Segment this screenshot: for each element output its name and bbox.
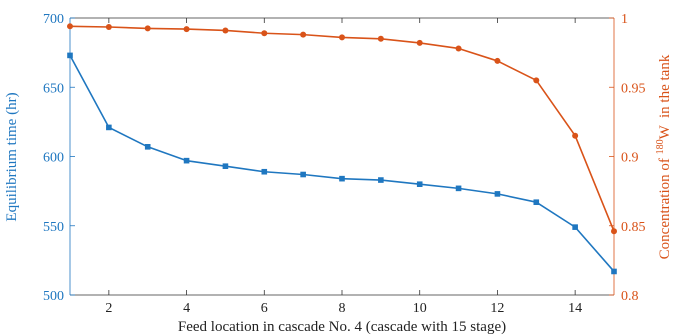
concentration-point (339, 34, 345, 41)
x-tick-label: 4 (183, 301, 190, 316)
equilibrium-time-point (494, 191, 501, 197)
x-tick-label: 6 (261, 301, 268, 316)
right-axis-title-suffix: in the tank (657, 54, 673, 125)
concentration-line (69, 25, 615, 232)
equilibrium-time-point (67, 52, 73, 59)
left-tick-label: 700 (43, 12, 64, 27)
right-axis-title: Concentration of 180W in the tank (655, 54, 673, 259)
equilibrium-time-point (339, 175, 345, 182)
equilibrium-time-point (106, 124, 112, 131)
right-axis-title-prefix: Concentration of (657, 154, 673, 259)
equilibrium-time-line (69, 55, 615, 272)
equilibrium-time-point (455, 185, 462, 192)
labels-layer: Feed location in cascade No. 4 (cascade … (4, 54, 673, 335)
left-tick-label: 650 (43, 81, 64, 96)
concentration-point (67, 23, 73, 30)
equilibrium-time-point (144, 144, 151, 150)
concentration-point (144, 25, 151, 32)
left-tick-label: 600 (43, 151, 64, 166)
right-axis-title-element: W (657, 124, 673, 139)
series-layer (67, 23, 617, 275)
left-tick-label: 500 (43, 289, 64, 304)
right-tick-label: 1 (621, 12, 628, 27)
equilibrium-time-point (183, 157, 190, 164)
left-tick-label: 550 (43, 220, 64, 235)
equilibrium-time-point (261, 168, 268, 175)
concentration-point (572, 132, 579, 139)
right-tick-label: 0.95 (621, 81, 646, 96)
x-tick-label: 8 (339, 301, 346, 316)
equilibrium-time-point (572, 224, 578, 230)
x-axis-title: Feed location in cascade No. 4 (cascade … (178, 319, 506, 335)
concentration-point (494, 57, 501, 64)
concentration-point (300, 31, 307, 38)
concentration-point (222, 27, 229, 34)
right-tick-label: 0.9 (621, 151, 639, 166)
x-tick-label: 12 (490, 301, 504, 316)
axes-layer: 2 4 6 8 10 12 14 500 550 600 650 700 0.8 0.85 0.9 0.95 1 (43, 12, 646, 316)
concentration-point (533, 77, 540, 84)
x-tick-label: 14 (568, 301, 582, 316)
equilibrium-time-point (222, 163, 229, 169)
equilibrium-time-point (300, 171, 306, 178)
concentration-point (105, 24, 112, 31)
right-axis-title-superscript: 180 (655, 139, 666, 154)
concentration-point (416, 39, 423, 46)
equilibrium-time-point (378, 177, 384, 183)
concentration-point (611, 228, 617, 235)
right-tick-label: 0.85 (621, 220, 646, 235)
x-tick-label: 2 (105, 301, 112, 316)
concentration-point (377, 35, 384, 42)
concentration-point (261, 30, 268, 37)
equilibrium-time-point (533, 199, 540, 206)
left-axis-title: Equilibrium time (hr) (4, 92, 20, 221)
equilibrium-time-point (611, 268, 617, 275)
concentration-point (455, 45, 462, 52)
equilibrium-time-point (416, 181, 423, 187)
right-tick-label: 0.8 (621, 289, 639, 304)
x-tick-label: 10 (413, 301, 427, 316)
concentration-point (183, 26, 190, 33)
